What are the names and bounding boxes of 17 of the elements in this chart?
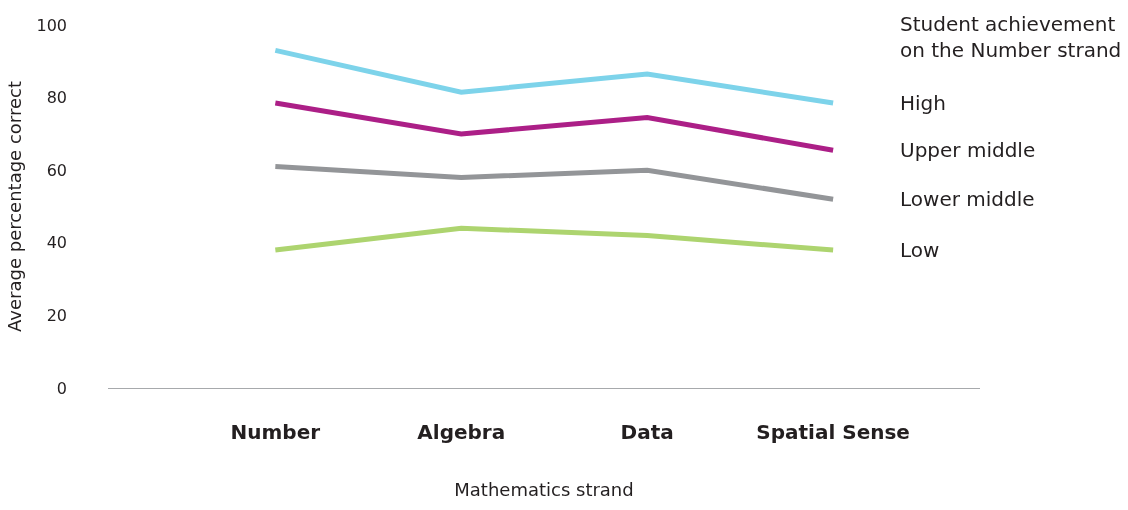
x-tick-label: Number (230, 420, 321, 444)
y-tick-label: 100 (36, 15, 67, 35)
y-tick-label: 80 (46, 88, 67, 108)
x-axis-title: Mathematics strand (454, 479, 634, 501)
y-tick-label: 40 (46, 233, 67, 253)
x-tick-label: Algebra (417, 420, 506, 444)
y-tick-label: 0 (56, 378, 67, 398)
x-tick-label: Data (620, 420, 674, 444)
text: High (900, 91, 946, 115)
text: Low (900, 238, 940, 262)
legend-title: Student achievement on the Number strand (900, 12, 1122, 62)
text: Upper middle (900, 138, 1036, 162)
text: Lower middle (900, 187, 1035, 211)
y-axis-title: Average percentage correct (3, 81, 25, 332)
y-tick-label: 60 (46, 160, 67, 180)
x-tick-label: Spatial Sense (756, 420, 910, 444)
y-tick-label: 20 (46, 306, 67, 325)
